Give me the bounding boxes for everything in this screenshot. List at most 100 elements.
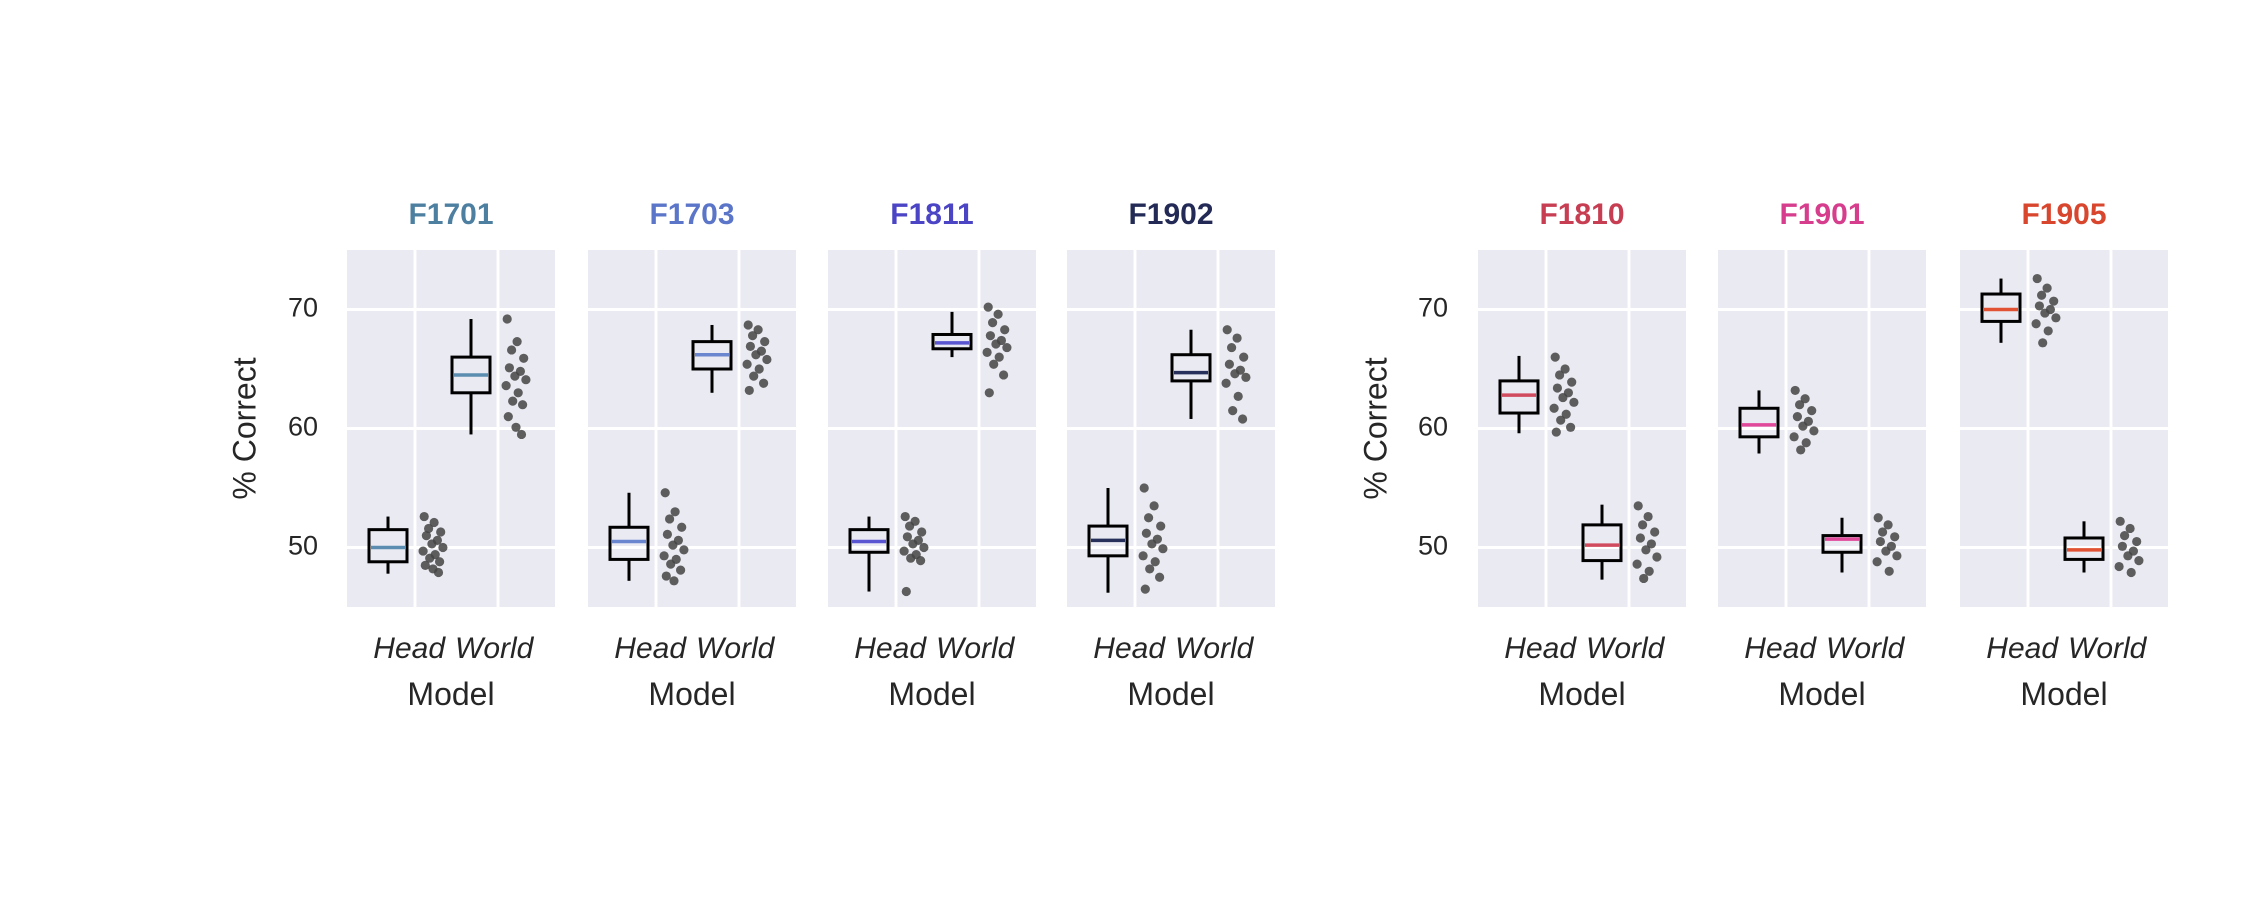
- data-point: [908, 539, 918, 549]
- x-axis-label: Model: [1538, 676, 1625, 712]
- data-point: [419, 511, 429, 522]
- x-tick-label: Head: [1986, 632, 2059, 665]
- data-point: [516, 429, 527, 440]
- x-tick-label: World: [1175, 632, 1255, 665]
- x-tick-label: Head: [1744, 632, 1817, 665]
- data-point: [2134, 555, 2144, 566]
- data-point: [677, 522, 687, 532]
- data-point: [669, 576, 679, 586]
- data-point: [518, 400, 528, 410]
- data-point: [1002, 342, 1012, 353]
- data-point: [2031, 319, 2041, 329]
- data-point: [1883, 520, 1893, 530]
- y-tick-label: 60: [1418, 412, 1448, 442]
- data-point: [513, 388, 523, 398]
- data-point: [1790, 385, 1800, 396]
- data-point: [1222, 325, 1232, 335]
- data-point: [2051, 313, 2061, 323]
- data-point: [2132, 536, 2142, 547]
- panel-F1902: F1902 Head World Model: [1067, 198, 1275, 712]
- box-iqr: [367, 528, 409, 564]
- data-point: [436, 527, 446, 537]
- data-point: [753, 325, 763, 335]
- box-iqr: [608, 525, 650, 561]
- data-point: [1144, 513, 1154, 523]
- x-tick-label: Head: [1093, 632, 1166, 665]
- panel-F1811: F1811 Head World Model: [828, 198, 1036, 712]
- data-point: [1650, 527, 1660, 537]
- x-tick-label: Head: [614, 632, 687, 665]
- data-point: [665, 514, 675, 524]
- x-axis-label: Model: [648, 676, 735, 712]
- data-point: [1239, 352, 1249, 362]
- data-point: [745, 341, 756, 351]
- data-point: [1884, 566, 1894, 576]
- data-point: [917, 527, 927, 537]
- data-point: [759, 378, 769, 388]
- data-point: [760, 337, 770, 347]
- data-point: [1238, 414, 1248, 424]
- data-point: [991, 339, 1001, 349]
- data-point: [420, 560, 430, 570]
- y-tick-label: 50: [1418, 531, 1448, 561]
- data-point: [438, 542, 448, 553]
- data-point: [1873, 513, 1883, 523]
- box-head: [367, 511, 448, 578]
- data-point: [1241, 372, 1251, 382]
- data-point: [1552, 383, 1562, 393]
- box-head: [608, 488, 689, 586]
- chart-group-2: % Correct 50 60 70 F1810 Head World Model F1901 H…: [1357, 198, 2168, 712]
- data-point: [521, 375, 531, 385]
- y-tick-label: 70: [288, 293, 318, 323]
- data-point: [2120, 531, 2130, 541]
- data-point: [2123, 551, 2133, 561]
- data-point: [1798, 421, 1808, 431]
- data-point: [1227, 342, 1237, 353]
- box-head: [1087, 483, 1168, 594]
- data-point: [905, 521, 915, 531]
- data-point: [762, 354, 772, 365]
- data-point: [508, 396, 518, 406]
- box-iqr: [691, 340, 733, 371]
- data-point: [1789, 432, 1799, 442]
- data-point: [1639, 573, 1649, 584]
- box-iqr: [931, 332, 973, 351]
- chart-group-1: % Correct 50 60 70 F1701 Head World Model F1703 H…: [226, 198, 1275, 712]
- data-point: [660, 488, 670, 498]
- x-tick-label: World: [936, 632, 1016, 665]
- data-point: [1890, 532, 1900, 542]
- data-point: [512, 337, 522, 347]
- data-point: [2038, 338, 2048, 348]
- data-point: [1569, 397, 1579, 407]
- panel-title: F1703: [649, 198, 734, 231]
- data-point: [1638, 520, 1648, 530]
- data-point: [1150, 557, 1160, 567]
- data-point: [1551, 427, 1561, 437]
- data-point: [1155, 572, 1165, 582]
- panel-title: F1905: [2021, 198, 2106, 231]
- data-point: [2049, 296, 2059, 306]
- data-point: [1800, 394, 1810, 404]
- data-point: [1560, 364, 1570, 374]
- data-point: [501, 381, 511, 391]
- data-point: [2032, 273, 2042, 284]
- data-point: [511, 422, 521, 432]
- box-iqr: [450, 355, 492, 395]
- data-point: [1149, 501, 1159, 511]
- data-point: [433, 567, 444, 578]
- data-point: [919, 542, 929, 553]
- data-point: [982, 347, 992, 357]
- x-tick-label: World: [2068, 632, 2148, 665]
- x-axis-label: Model: [407, 676, 494, 712]
- data-point: [742, 359, 752, 369]
- box-iqr: [1087, 524, 1129, 558]
- data-point: [749, 371, 759, 381]
- data-point: [1138, 551, 1148, 561]
- data-point: [1550, 352, 1560, 362]
- data-point: [999, 370, 1009, 380]
- data-point: [901, 586, 911, 597]
- data-point: [1801, 438, 1811, 448]
- data-point: [679, 545, 689, 555]
- data-point: [899, 546, 909, 556]
